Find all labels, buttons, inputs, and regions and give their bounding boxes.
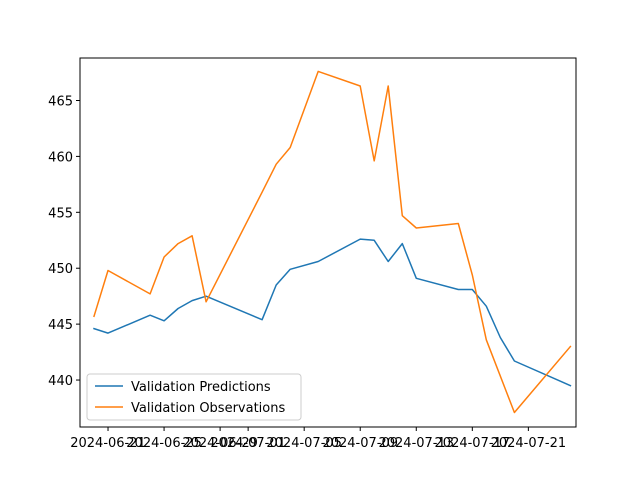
y-tick-label: 465 [48,94,73,109]
x-tick-label: 2024-06-21 [70,436,146,451]
y-tick-label: 460 [48,150,73,165]
x-tick-label: 2024-07-17 [435,436,511,451]
legend: Validation Predictions Validation Observa… [86,373,302,421]
legend-label-1: Validation Predictions [131,380,271,395]
legend-label-2: Validation Observations [131,401,285,416]
legend-box [86,373,302,421]
x-tick-label: 2024-06-29 [182,436,258,451]
tick-layer: 4404454504554604652024-06-212024-06-2520… [48,94,566,451]
x-tick-label: 2024-07-21 [491,436,567,451]
series-line-2 [93,70,572,414]
plot-background [80,58,576,427]
x-tick-label: 2024-07-05 [266,436,342,451]
x-tick-label: 2024-07-13 [378,436,454,451]
y-tick-label: 455 [48,206,73,221]
plot-frame [79,57,577,428]
x-tick-label: 2024-07-01 [210,436,286,451]
x-tick-label: 2024-07-09 [322,436,398,451]
series-layer [93,70,572,414]
series-line-1 [93,238,572,387]
y-tick-label: 440 [48,374,73,389]
y-tick-label: 450 [48,262,73,277]
x-tick-label: 2024-06-25 [126,436,202,451]
y-tick-label: 445 [48,318,73,333]
